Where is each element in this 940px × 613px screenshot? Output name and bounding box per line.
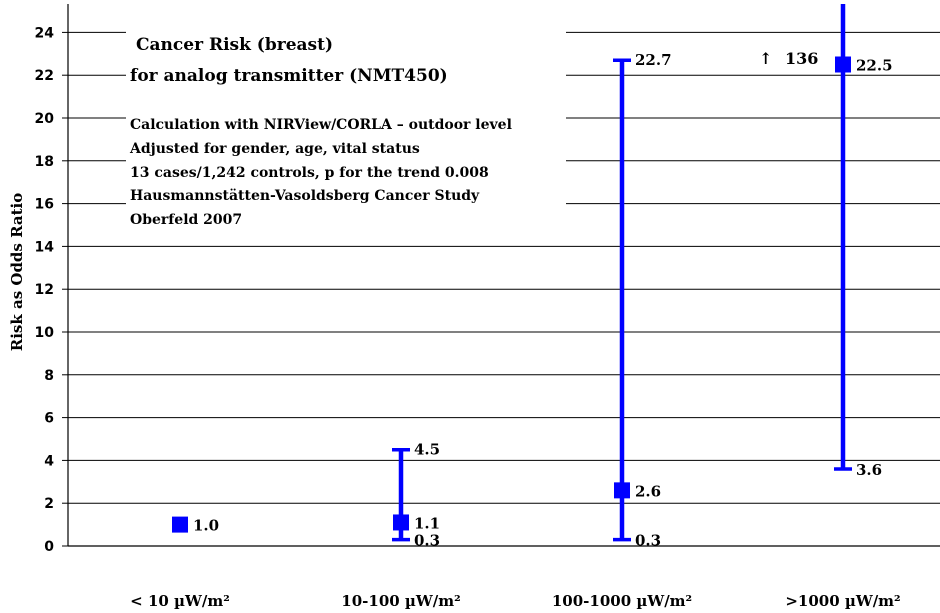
annotation-text-line: Hausmannstätten-Vasoldsberg Cancer Study: [130, 188, 480, 204]
upper-bound-label: 136: [785, 49, 818, 68]
y-tick-label: 24: [35, 25, 55, 41]
y-tick-label: 20: [35, 111, 55, 127]
y-tick-label: 12: [35, 282, 54, 298]
category-labels: < 10 µW/m² 10-100 µW/m² 100-1000 µW/m² >100…: [130, 592, 900, 610]
point-value-label: 22.5: [856, 57, 893, 75]
annotation-text-line: Oberfeld 2007: [130, 212, 242, 228]
lower-bound-label: 3.6: [856, 461, 882, 479]
y-tick-label: 16: [35, 197, 54, 213]
y-tick-label: 0: [44, 539, 54, 555]
y-tick-label: 14: [35, 239, 55, 255]
annotation-background: [126, 22, 566, 244]
y-tick-label: 8: [44, 368, 54, 384]
upper-bound-label: 22.7: [635, 51, 672, 69]
x-category-label: >1000 µW/m²: [785, 592, 900, 610]
x-category-label: 10-100 µW/m²: [341, 592, 460, 610]
lower-bound-label: 0.3: [635, 532, 661, 550]
annotation-text-line: Adjusted for gender, age, vital status: [129, 141, 420, 157]
y-axis-label: Risk as Odds Ratio: [8, 193, 26, 351]
y-axis-label-group: Risk as Odds Ratio: [8, 193, 26, 351]
point-value-label: 2.6: [635, 482, 661, 500]
odds-ratio-point: [614, 482, 630, 499]
upper-bound-label: 4.5: [414, 441, 440, 459]
annotation-title-line: Cancer Risk (breast): [136, 35, 333, 55]
axes: [67, 4, 940, 547]
odds-ratio-point: [172, 516, 188, 533]
annotation-text-line: 13 cases/1,242 controls, p for the trend…: [130, 165, 489, 181]
odds-ratio-point: [393, 514, 409, 531]
point-value-label: 1.0: [193, 517, 219, 535]
data-series: [172, 4, 852, 542]
annotation-title-line: for analog transmitter (NMT450): [130, 66, 448, 86]
y-tick-label: 18: [35, 154, 54, 170]
y-tick-label: 22: [35, 68, 54, 84]
point-value-label: 1.1: [414, 514, 440, 532]
y-tick-label: 6: [44, 411, 54, 427]
x-category-label: < 10 µW/m²: [130, 592, 230, 610]
lower-bound-label: 0.3: [414, 532, 440, 550]
upper-off-scale-arrow: ↑: [759, 49, 772, 68]
annotation-box: Cancer Risk (breast) for analog transmitt…: [126, 22, 566, 244]
y-tick-label: 10: [35, 325, 55, 341]
annotation-text-line: Calculation with NIRView/CORLA – outdoor…: [130, 117, 512, 133]
odds-ratio-point: [835, 56, 851, 73]
x-category-label: 100-1000 µW/m²: [552, 592, 692, 610]
y-tick-label: 4: [44, 453, 54, 469]
data-labels: 1.00.34.51.10.322.72.63.6↑ 136 22.5: [193, 49, 893, 550]
y-tick-label: 2: [44, 496, 54, 512]
